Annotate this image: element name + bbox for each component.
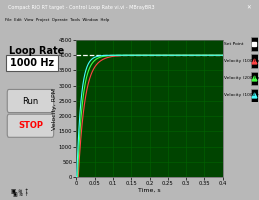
Bar bbox=[250, 72, 257, 85]
Text: ▣ ≋ ↑: ▣ ≋ ↑ bbox=[13, 192, 29, 198]
Text: Velocity (100 Hz): Velocity (100 Hz) bbox=[224, 59, 259, 63]
FancyBboxPatch shape bbox=[6, 55, 58, 71]
FancyBboxPatch shape bbox=[7, 114, 54, 137]
Text: ✕: ✕ bbox=[247, 5, 251, 10]
Text: Compact RIO RT target - Control Loop Rate vi.vi - MBrayBR3: Compact RIO RT target - Control Loop Rat… bbox=[8, 5, 154, 10]
Text: Run: Run bbox=[22, 97, 39, 106]
Bar bbox=[250, 89, 257, 102]
Text: 1000 Hz: 1000 Hz bbox=[10, 58, 54, 68]
Text: Velocity (1000 Hz): Velocity (1000 Hz) bbox=[224, 93, 259, 97]
X-axis label: Time, s: Time, s bbox=[138, 188, 161, 193]
Text: STOP: STOP bbox=[18, 121, 43, 130]
Y-axis label: Velocity, RPM: Velocity, RPM bbox=[52, 88, 57, 130]
Bar bbox=[250, 37, 257, 51]
Text: ▣ ≋ ↑: ▣ ≋ ↑ bbox=[11, 189, 29, 194]
Text: Loop Rate: Loop Rate bbox=[9, 46, 64, 56]
Text: Velocity (200 Hz): Velocity (200 Hz) bbox=[224, 76, 259, 80]
Text: Set Point: Set Point bbox=[224, 42, 243, 46]
FancyBboxPatch shape bbox=[7, 89, 54, 113]
Bar bbox=[250, 54, 257, 68]
Text: File  Edit  View  Project  Operate  Tools  Window  Help: File Edit View Project Operate Tools Win… bbox=[5, 18, 110, 22]
